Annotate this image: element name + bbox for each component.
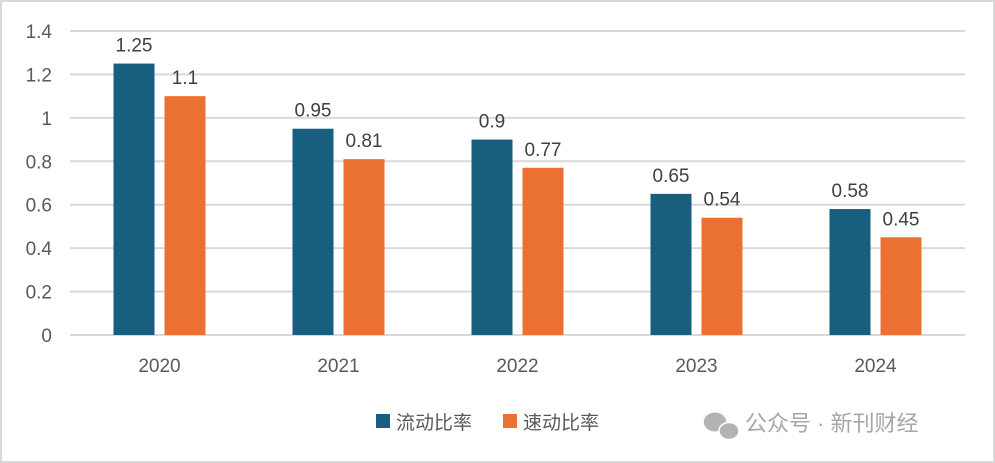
- bar: [343, 159, 385, 335]
- bar: [164, 96, 206, 336]
- data-label: 1.25: [116, 36, 153, 57]
- legend-swatch: [376, 414, 390, 428]
- bar: [829, 209, 871, 335]
- bar: [471, 139, 513, 335]
- data-label: 0.95: [295, 101, 332, 122]
- data-label: 0.45: [883, 209, 920, 230]
- bar: [522, 167, 564, 335]
- x-tick-label: 2021: [317, 356, 359, 377]
- bar: [650, 193, 692, 335]
- x-tick-label: 2023: [675, 356, 717, 377]
- watermark-text: 公众号 · 新刊财经: [745, 411, 919, 436]
- data-label: 0.77: [525, 140, 562, 161]
- legend-label: 流动比率: [396, 412, 472, 434]
- bar: [701, 217, 743, 335]
- data-label: 0.58: [832, 181, 869, 202]
- y-tick-label: 1.2: [26, 65, 52, 86]
- x-tick-label: 2024: [854, 356, 897, 377]
- bar: [880, 237, 922, 335]
- data-label: 0.65: [653, 166, 690, 187]
- y-tick-label: 0.8: [26, 152, 52, 173]
- y-tick-label: 0.6: [26, 196, 52, 217]
- data-label: 0.54: [704, 190, 741, 211]
- y-tick-label: 1.4: [26, 22, 53, 43]
- legend-swatch: [503, 414, 517, 428]
- y-tick-label: 0.4: [26, 239, 53, 260]
- y-tick-label: 0.2: [26, 283, 52, 304]
- bar: [292, 128, 334, 335]
- data-label: 1.1: [172, 68, 198, 89]
- y-tick-label: 0: [41, 326, 52, 347]
- legend-label: 速动比率: [523, 412, 599, 434]
- data-label: 0.9: [479, 112, 505, 133]
- bar: [113, 63, 155, 335]
- x-tick-label: 2022: [496, 356, 538, 377]
- wechat-icon: [702, 411, 740, 441]
- y-tick-label: 1: [41, 109, 52, 130]
- data-label: 0.81: [346, 131, 383, 152]
- x-tick-label: 2020: [138, 356, 180, 377]
